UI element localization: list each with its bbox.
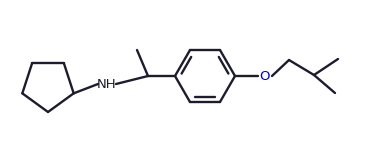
Text: O: O	[260, 69, 270, 83]
Text: NH: NH	[97, 78, 117, 91]
